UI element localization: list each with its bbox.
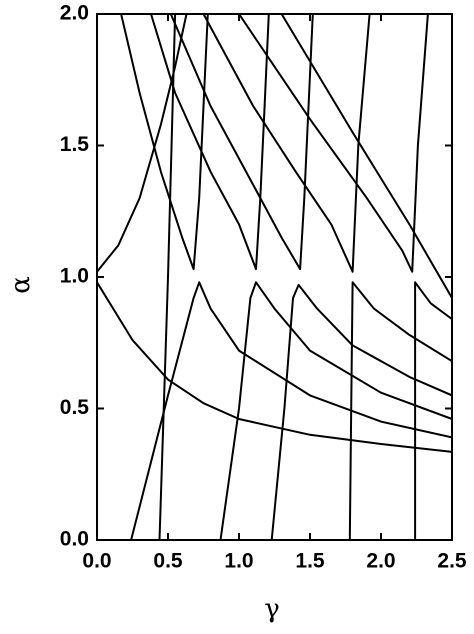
curve [97, 281, 452, 453]
x-tick-label: 1.0 [224, 550, 253, 573]
x-tick-label: 1.5 [295, 550, 325, 573]
x-tick-label: 0.5 [153, 550, 183, 573]
y-tick-label: 0.5 [60, 396, 90, 419]
y-tick-label: 1.5 [60, 133, 90, 156]
y-axis-title: α [6, 276, 36, 294]
curve [348, 281, 452, 540]
curve [414, 281, 452, 540]
y-tick-label: 1.0 [60, 265, 89, 288]
curve [120, 14, 209, 271]
x-tick-label: 0.0 [82, 550, 111, 573]
curve [270, 283, 452, 540]
plot-area [97, 14, 452, 540]
curve [169, 14, 314, 271]
curve [97, 14, 188, 273]
curve [202, 14, 371, 273]
curve [280, 14, 452, 299]
curve [219, 281, 452, 540]
x-tick-label: 2.5 [437, 550, 467, 573]
y-tick-label: 0.0 [60, 528, 89, 551]
plot-frame [96, 13, 453, 541]
curve [238, 14, 429, 273]
x-axis-title: γ [264, 594, 280, 624]
curve [158, 14, 177, 540]
y-tick-label: 2.0 [60, 2, 89, 25]
x-tick-label: 2.0 [366, 550, 395, 573]
curve [130, 281, 452, 540]
